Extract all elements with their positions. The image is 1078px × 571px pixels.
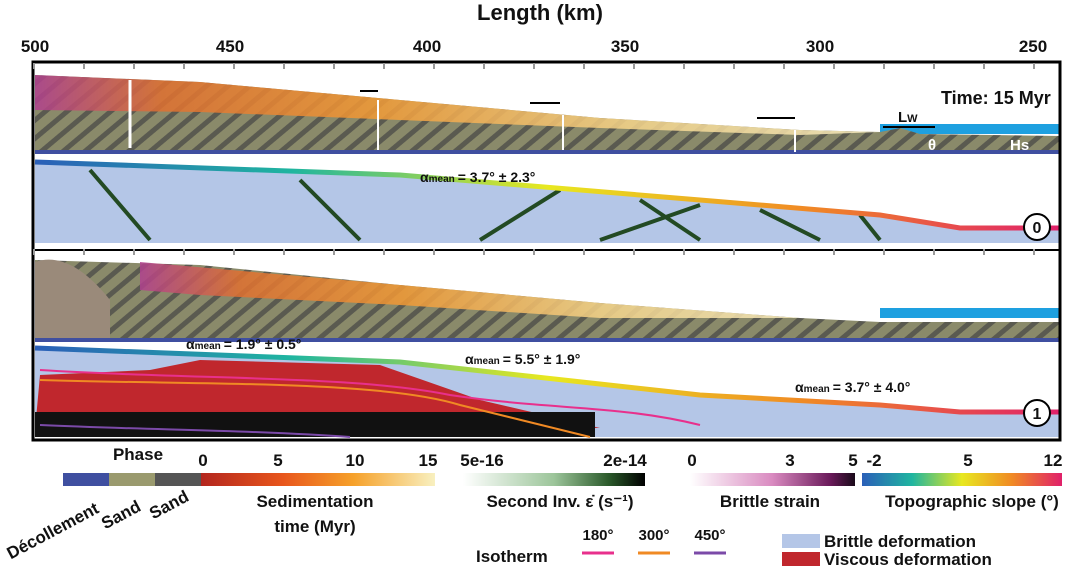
legend-title: Brittle strain [720,492,820,511]
alpha-sub: mean [429,174,455,185]
tick-label: 0 [198,451,207,470]
isotherm-label: 180° [582,527,613,544]
tick-label: 5 [963,451,972,470]
slope-label: αmean= 5.5° ± 1.9° [465,351,580,367]
tick-label: 10 [346,451,365,470]
panel-label: 0 [1033,220,1042,237]
tick-label: 0 [687,451,696,470]
tick-label: 300 [806,37,834,56]
tick-label: 350 [611,37,639,56]
panel-0-wedge: Time: 15 Myr LW θ Hs [35,75,1060,154]
axis-title: Length (km) [477,0,603,25]
tick-label: 5e-16 [460,451,503,470]
lw-sub: W [907,113,918,125]
panel-0-section: αmean= 3.7° ± 2.3° 0 [35,162,1060,243]
deformation-label: Brittle deformation [824,532,976,551]
page: Length (km) 500 450 400 350 300 250 Time… [0,0,1078,571]
legend-title: Topographic slope (°) [885,492,1059,511]
legend-item: Sand [146,487,192,523]
lw-label: LW [898,109,918,126]
slope-value: = 3.7° ± 4.0° [833,379,911,395]
figure: Length (km) 500 450 400 350 300 250 Time… [0,0,1078,571]
tick-label: 12 [1044,451,1063,470]
tick-label: 250 [1019,37,1047,56]
panel-1-section: αmean= 1.9° ± 0.5° αmean= 5.5° ± 1.9° αm… [35,336,1060,437]
legend-title: Phase [113,445,163,464]
legend-title: time (Myr) [274,517,355,536]
slope-value: = 3.7° ± 2.3° [458,169,536,185]
isotherm-label: 450° [694,527,725,544]
tick-label: 15 [419,451,438,470]
slope-value: = 5.5° ± 1.9° [503,351,581,367]
isotherm-items: 180° 300° 450° [582,527,726,553]
legend-item: Sand [98,497,144,533]
tick-label: 5 [848,451,857,470]
deformation-label: Viscous deformation [824,550,992,569]
deformation-swatch [782,552,820,566]
hs-label: Hs [1010,137,1029,154]
legend-title: Sedimentation [256,492,373,511]
panel-1-wedge [35,260,1060,340]
legend-item: Décollement [4,499,102,563]
tick-label: 400 [413,37,441,56]
tick-label: 2e-14 [603,451,647,470]
slope-label: αmean= 3.7° ± 4.0° [795,379,910,395]
legend: Phase Décollement Sand Sand 0 5 10 15 Se… [4,445,1063,569]
tick-label: 3 [785,451,794,470]
alpha-sub: mean [474,356,500,367]
tick-label: 500 [21,37,49,56]
tick-label: -2 [866,451,881,470]
isotherm-label: 300° [638,527,669,544]
panel-label: 1 [1033,406,1042,423]
slope-label: αmean= 3.7° ± 2.3° [420,169,535,185]
legend-title: Second Inv. ε̇ (s⁻¹) [486,492,633,511]
angle-label: θ [928,137,936,154]
deformation-swatch [782,534,820,548]
alpha-sub: mean [195,341,221,352]
alpha-sub: mean [804,384,830,395]
tick-label: 450 [216,37,244,56]
tick-label: 5 [273,451,282,470]
legend-title: Isotherm [476,547,548,566]
lw-main: L [898,109,907,126]
slope-value: = 1.9° ± 0.5° [224,336,302,352]
time-label: Time: 15 Myr [941,88,1051,108]
